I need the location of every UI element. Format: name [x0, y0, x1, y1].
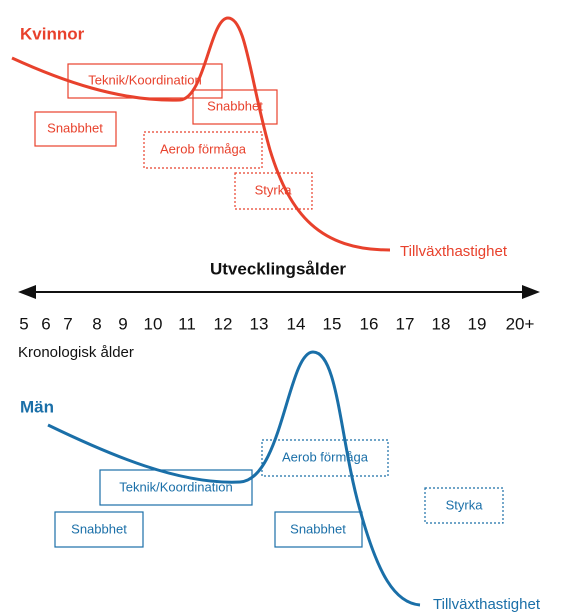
box: [261, 439, 389, 477]
women-growth-curve: [11, 16, 391, 252]
box-label: Snabbhet: [47, 120, 103, 135]
age-label: 20+: [506, 314, 535, 333]
age-label: 17: [396, 314, 415, 333]
age-label: 12: [214, 314, 233, 333]
box-label: Aerob förmåga: [282, 449, 369, 464]
box-label: Snabbhet: [207, 98, 263, 113]
box-label: Snabbhet: [290, 521, 346, 536]
curve-label: Tillväxthastighet: [433, 596, 541, 613]
men-growth-curve: [47, 350, 421, 607]
box: [54, 511, 144, 548]
box: [67, 63, 223, 99]
box: [192, 89, 278, 125]
axis-caption: Kronologisk ålder: [18, 344, 134, 361]
women-title: Kvinnor: [20, 24, 85, 43]
box-label: Snabbhet: [71, 521, 127, 536]
box-label: Teknik/Koordination: [119, 479, 232, 494]
age-label: 15: [323, 314, 342, 333]
age-label: 9: [118, 314, 127, 333]
box-label: Styrka: [255, 182, 293, 197]
age-label: 14: [287, 314, 306, 333]
age-label: 19: [468, 314, 487, 333]
box: [424, 487, 504, 524]
box: [99, 469, 253, 506]
age-label: 16: [360, 314, 379, 333]
box-label: Teknik/Koordination: [88, 72, 201, 87]
curve-label: Tillväxthastighet: [400, 243, 508, 260]
age-label: 5: [19, 314, 28, 333]
box: [274, 511, 363, 548]
age-label: 13: [250, 314, 269, 333]
age-label: 8: [92, 314, 101, 333]
box-label: Styrka: [446, 497, 484, 512]
men-title: Män: [20, 397, 54, 416]
box-label: Aerob förmåga: [160, 141, 247, 156]
age-label: 18: [432, 314, 451, 333]
age-label: 6: [41, 314, 50, 333]
box: [34, 111, 117, 147]
box: [234, 172, 313, 210]
axis-title: Utvecklingsålder: [210, 259, 346, 278]
age-label: 7: [63, 314, 72, 333]
age-label: 10: [144, 314, 163, 333]
age-label: 11: [178, 314, 196, 333]
box: [143, 131, 263, 169]
